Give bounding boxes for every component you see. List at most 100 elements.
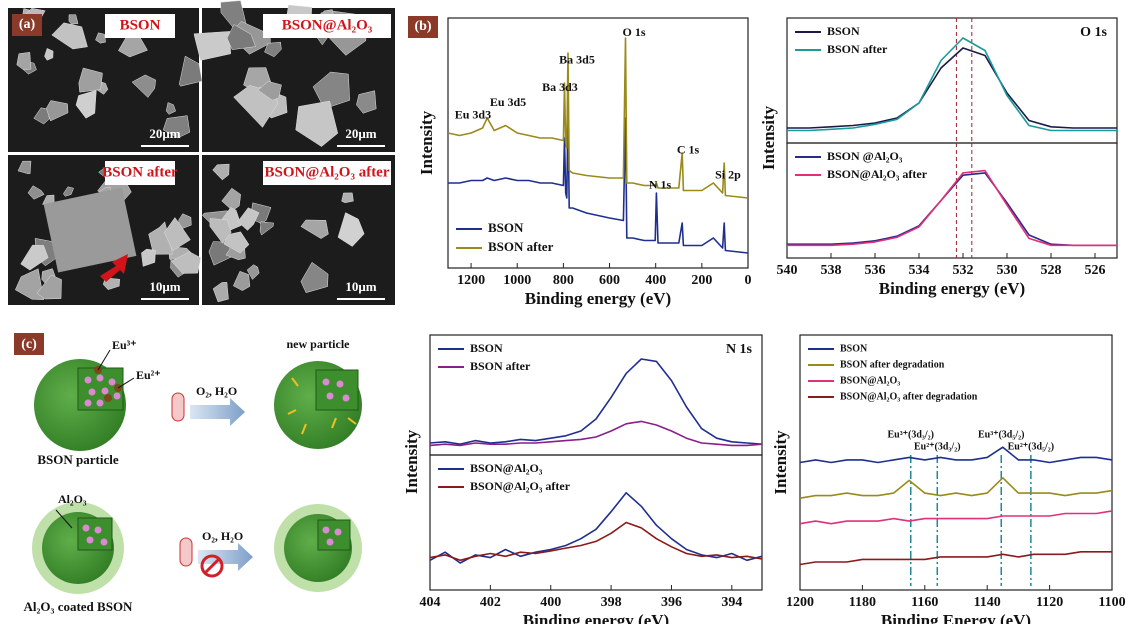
eu-dots [322, 526, 342, 546]
eu-dots [82, 524, 108, 546]
series-line [787, 47, 1117, 129]
peak-annotation: Ba 3d5 [559, 52, 595, 66]
x-tick-label: 532 [953, 263, 974, 278]
particle [164, 217, 191, 252]
peak-annotation: Ba 3d3 [542, 80, 578, 94]
series-line [429, 420, 763, 447]
eu-dots [84, 374, 121, 407]
thermometer [179, 537, 193, 567]
image-label: BSON [120, 17, 161, 33]
scale-label: 20μm [149, 126, 180, 141]
x-tick-label: 1100 [1098, 595, 1125, 610]
particle [20, 244, 49, 271]
peak-annotation: N 1s [649, 177, 672, 191]
x-tick-label: 534 [909, 263, 930, 278]
label-box [105, 161, 175, 185]
x-tick-label: 0 [745, 273, 752, 288]
x-tick-label: 538 [821, 263, 842, 278]
y-axis-label: Intensity [759, 105, 778, 170]
plot-frame [786, 142, 1118, 259]
particle [17, 160, 32, 175]
reference-label: Eu²⁺(3d₃/₂) [914, 441, 961, 452]
x-tick-label: 526 [1085, 263, 1106, 278]
x-tick-label: 1200 [457, 273, 485, 288]
x-tick-label: 200 [691, 273, 712, 288]
x-tick-label: 404 [420, 595, 441, 610]
x-tick-label: 396 [661, 595, 682, 610]
series-line [787, 172, 1117, 247]
particle [246, 264, 260, 280]
x-axis-label: Binding energy (eV) [523, 611, 669, 624]
y-axis-label: Intensity [417, 110, 436, 175]
series-line [799, 551, 1112, 566]
schematic: (c) Eu³⁺ Eu²⁺ BSON particle O₂, H₂O new … [14, 333, 362, 614]
x-tick-label: 1000 [503, 273, 531, 288]
legend-label: BSON@Al₂O₃ [470, 461, 543, 475]
scale-label: 10μm [149, 279, 180, 294]
legend-label: BSON after [488, 239, 554, 254]
label: O₂, H₂O [202, 529, 243, 543]
thermometer [171, 392, 185, 422]
legend-label: BSON after degradation [840, 359, 945, 370]
y-axis-label: Intensity [771, 430, 790, 495]
eu-dots [322, 378, 350, 402]
particle [36, 274, 62, 300]
label-box [263, 14, 391, 38]
particle [75, 89, 97, 119]
y-axis-label: Intensity [402, 429, 421, 494]
particle [300, 261, 329, 293]
forbidden [203, 557, 221, 575]
reference-label: Eu³⁺(3d₃/₂) [888, 429, 935, 440]
particle-cut [317, 519, 351, 551]
particle [212, 163, 230, 181]
label: Eu²⁺ [136, 368, 161, 382]
crystal-block [43, 187, 137, 273]
series-line [787, 169, 1117, 247]
reference-label: Eu²⁺(3d₅/₂) [1008, 441, 1055, 452]
x-axis-label: Binding energy (eV) [525, 289, 671, 308]
peak-annotation: C 1s [677, 142, 700, 156]
particle-cut [315, 369, 359, 411]
series-line [429, 492, 763, 564]
x-tick-label: 530 [997, 263, 1018, 278]
legend-label: BSON@Al₂O₃ after degradation [840, 391, 978, 402]
x-tick-label: 402 [480, 595, 501, 610]
legend-label: BSON [840, 343, 868, 354]
label-box [263, 161, 391, 185]
series-line [799, 477, 1113, 499]
panel-label-box [408, 16, 438, 38]
particle [237, 207, 260, 231]
forbidden [200, 554, 224, 578]
pointer [117, 377, 135, 389]
peak-annotation: Eu 3d3 [455, 107, 491, 121]
label-box [105, 14, 175, 38]
scale-label: 20μm [345, 126, 376, 141]
peak-annotation: O 1s [622, 25, 645, 39]
panel-label-box [12, 14, 42, 36]
particle [259, 221, 274, 236]
panel-label: (b) [414, 19, 431, 34]
x-tick-label: 400 [645, 273, 666, 288]
legend-label: BSON@Al₂O₃ [840, 375, 900, 386]
series-line [447, 37, 749, 199]
label: Al₂O₃ [58, 492, 87, 506]
particle [300, 219, 329, 239]
series-line [448, 107, 749, 254]
panel-label: (c) [21, 337, 37, 352]
plot-frame [799, 334, 1113, 591]
label: Eu³⁺ [112, 338, 137, 352]
particle-cut [77, 517, 113, 551]
particle [51, 22, 88, 50]
x-tick-label: 800 [553, 273, 574, 288]
label: Al₂O₃ coated BSON [24, 599, 134, 614]
particle [162, 115, 191, 139]
arrow [190, 398, 245, 426]
x-tick-label: 528 [1041, 263, 1062, 278]
particle [14, 268, 45, 300]
series-line [429, 521, 763, 562]
legend-label: BSON after [827, 42, 888, 56]
particle [131, 74, 156, 98]
label: O₂, H₂O [196, 384, 237, 398]
